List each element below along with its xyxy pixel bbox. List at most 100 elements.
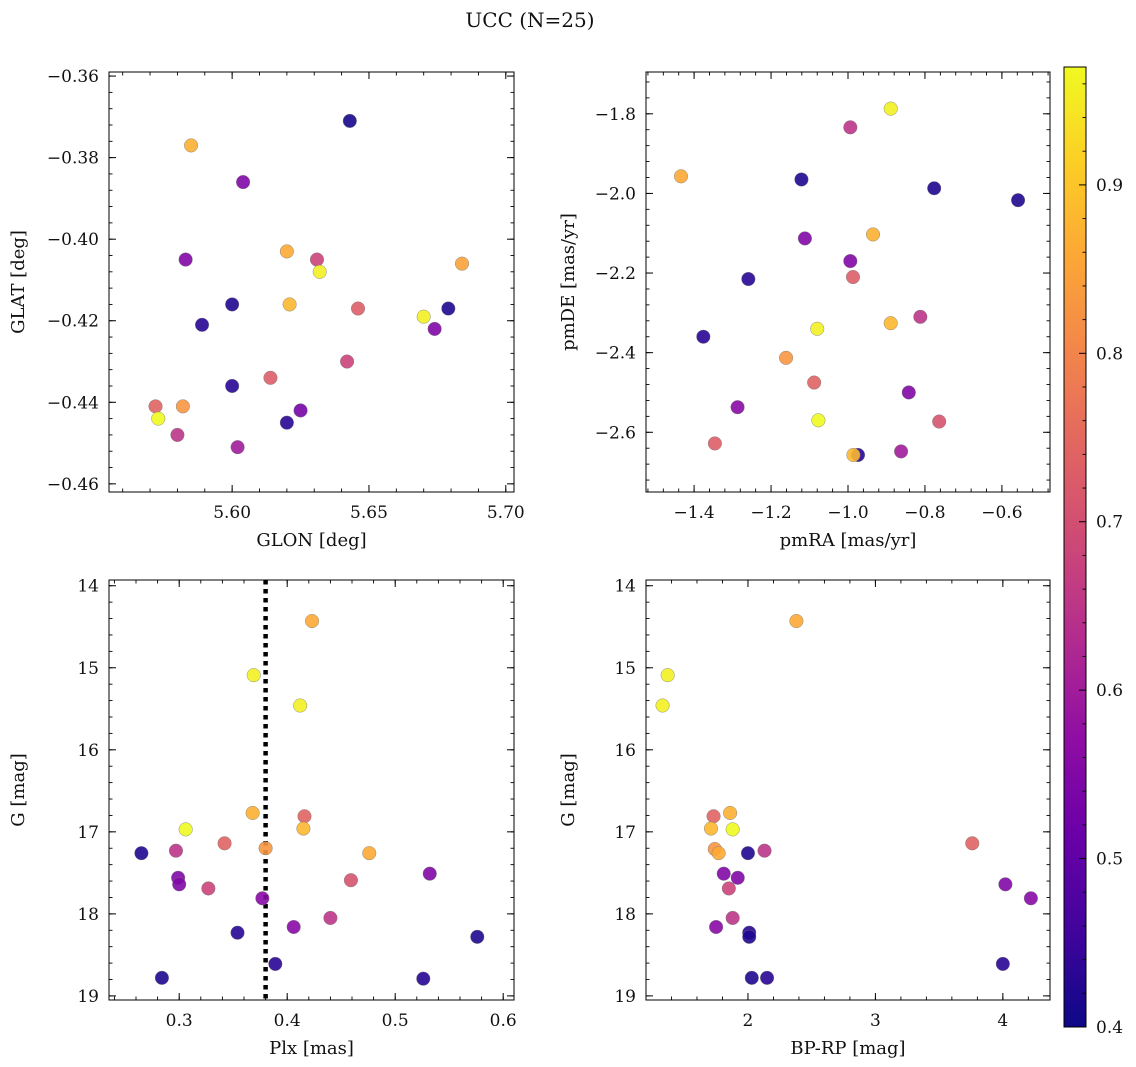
data-point	[843, 254, 858, 269]
data-point	[148, 399, 163, 414]
data-point	[305, 614, 320, 629]
data-point	[279, 244, 294, 259]
data-point	[154, 970, 169, 985]
data-point	[309, 252, 324, 267]
data-point	[416, 309, 431, 324]
data-point	[741, 272, 756, 287]
data-point	[230, 440, 245, 455]
y-tick-label: 14	[614, 577, 636, 597]
data-point	[843, 120, 858, 135]
colorbar-tick-label: 0.7	[1096, 513, 1123, 533]
data-point	[236, 175, 251, 190]
data-point	[175, 399, 190, 414]
data-point	[965, 836, 980, 851]
data-point	[255, 891, 270, 906]
y-tick-label: 16	[77, 741, 99, 761]
data-point	[794, 172, 809, 187]
data-point	[195, 317, 210, 332]
x-tick-label: −1.4	[673, 503, 714, 523]
data-point	[268, 956, 283, 971]
y-axis-label: pmDE [mas/yr]	[558, 213, 579, 351]
data-point	[696, 329, 711, 344]
y-tick-label: 17	[77, 823, 99, 843]
colorbar-tick-label: 0.4	[1096, 1018, 1123, 1038]
y-tick-label: −0.36	[47, 67, 99, 87]
data-point	[422, 866, 437, 881]
x-tick-label: 5.70	[487, 503, 525, 523]
scatter-panel-2: −1.4 −1.2 −1.0 −0.8 −0.6 −1.8 −2.0 −2.2 −2.4 −2.6…	[558, 71, 1051, 551]
data-point	[258, 841, 273, 856]
data-point	[810, 321, 825, 336]
axes-frame	[108, 579, 515, 1001]
data-point	[225, 297, 240, 312]
data-point	[807, 375, 822, 390]
data-point	[470, 929, 485, 944]
data-point	[725, 910, 740, 925]
data-point	[246, 668, 261, 683]
data-point	[742, 929, 757, 944]
data-point	[323, 910, 338, 925]
data-point	[757, 843, 772, 858]
data-point	[172, 877, 187, 892]
x-tick-label: 0.5	[382, 1011, 409, 1031]
x-tick-label: 4	[997, 1011, 1008, 1031]
data-point	[351, 301, 366, 316]
y-tick-label: 19	[77, 987, 99, 1007]
data-point	[151, 411, 166, 426]
y-axis-label: G [mag]	[8, 753, 29, 826]
data-point	[1011, 193, 1026, 208]
data-point	[293, 698, 308, 713]
data-point	[674, 169, 689, 184]
data-point	[721, 881, 736, 896]
x-tick-label: 5.65	[350, 503, 388, 523]
x-tick-label: −0.8	[904, 503, 945, 523]
colorbar: 0.4 0.5 0.6 0.7 0.8 0.9	[1063, 66, 1123, 1038]
y-tick-label: 19	[614, 987, 636, 1007]
y-axis-label: G [mag]	[558, 753, 579, 826]
data-point	[427, 321, 442, 336]
data-point	[170, 427, 185, 442]
data-point	[707, 436, 722, 451]
scatter-panel-1: 5.60 5.65 5.70 −0.36 −0.38 −0.40 −0.42 −0.44 −0.…	[8, 67, 525, 551]
x-tick-label: 3	[870, 1011, 881, 1031]
data-point	[297, 809, 312, 824]
x-tick-label: 0.4	[274, 1011, 301, 1031]
axes-frame	[645, 579, 1051, 1001]
data-point	[730, 400, 745, 415]
y-tick-label: −0.38	[47, 149, 99, 169]
data-point	[725, 822, 740, 837]
y-tick-label: −2.2	[595, 264, 636, 284]
data-point	[660, 668, 675, 683]
data-point	[343, 873, 358, 888]
data-point	[230, 925, 245, 940]
data-point	[716, 866, 731, 881]
scatter-panel-3: 0.3 0.4 0.5 0.6 14 15 16 17 18 19 Plx [mas] G [mag]	[8, 577, 517, 1059]
y-tick-label: −2.4	[595, 344, 636, 364]
data-point	[293, 403, 308, 418]
data-point	[866, 227, 881, 242]
data-point	[279, 415, 294, 430]
y-tick-label: −0.46	[47, 475, 99, 495]
data-point	[797, 231, 812, 246]
x-tick-label: 2	[743, 1011, 754, 1031]
axes-frame	[645, 71, 1051, 493]
data-point	[730, 870, 745, 885]
y-tick-label: −2.0	[595, 184, 636, 204]
x-tick-label: 5.60	[213, 503, 251, 523]
data-point	[225, 378, 240, 393]
x-axis-label: Plx [mas]	[269, 1038, 354, 1059]
data-point	[846, 270, 861, 285]
colorbar-gradient	[1063, 66, 1087, 1028]
colorbar-tick-label: 0.8	[1096, 344, 1123, 364]
data-point	[455, 256, 470, 271]
data-point	[744, 970, 759, 985]
data-point	[883, 101, 898, 116]
colorbar-tick-label: 0.6	[1096, 681, 1123, 701]
y-tick-label: −2.6	[595, 423, 636, 443]
data-point	[340, 354, 355, 369]
y-axis-label: GLAT [deg]	[8, 230, 29, 334]
x-axis-label: pmRA [mas/yr]	[780, 530, 917, 551]
data-point	[178, 252, 193, 267]
data-point	[723, 805, 738, 820]
